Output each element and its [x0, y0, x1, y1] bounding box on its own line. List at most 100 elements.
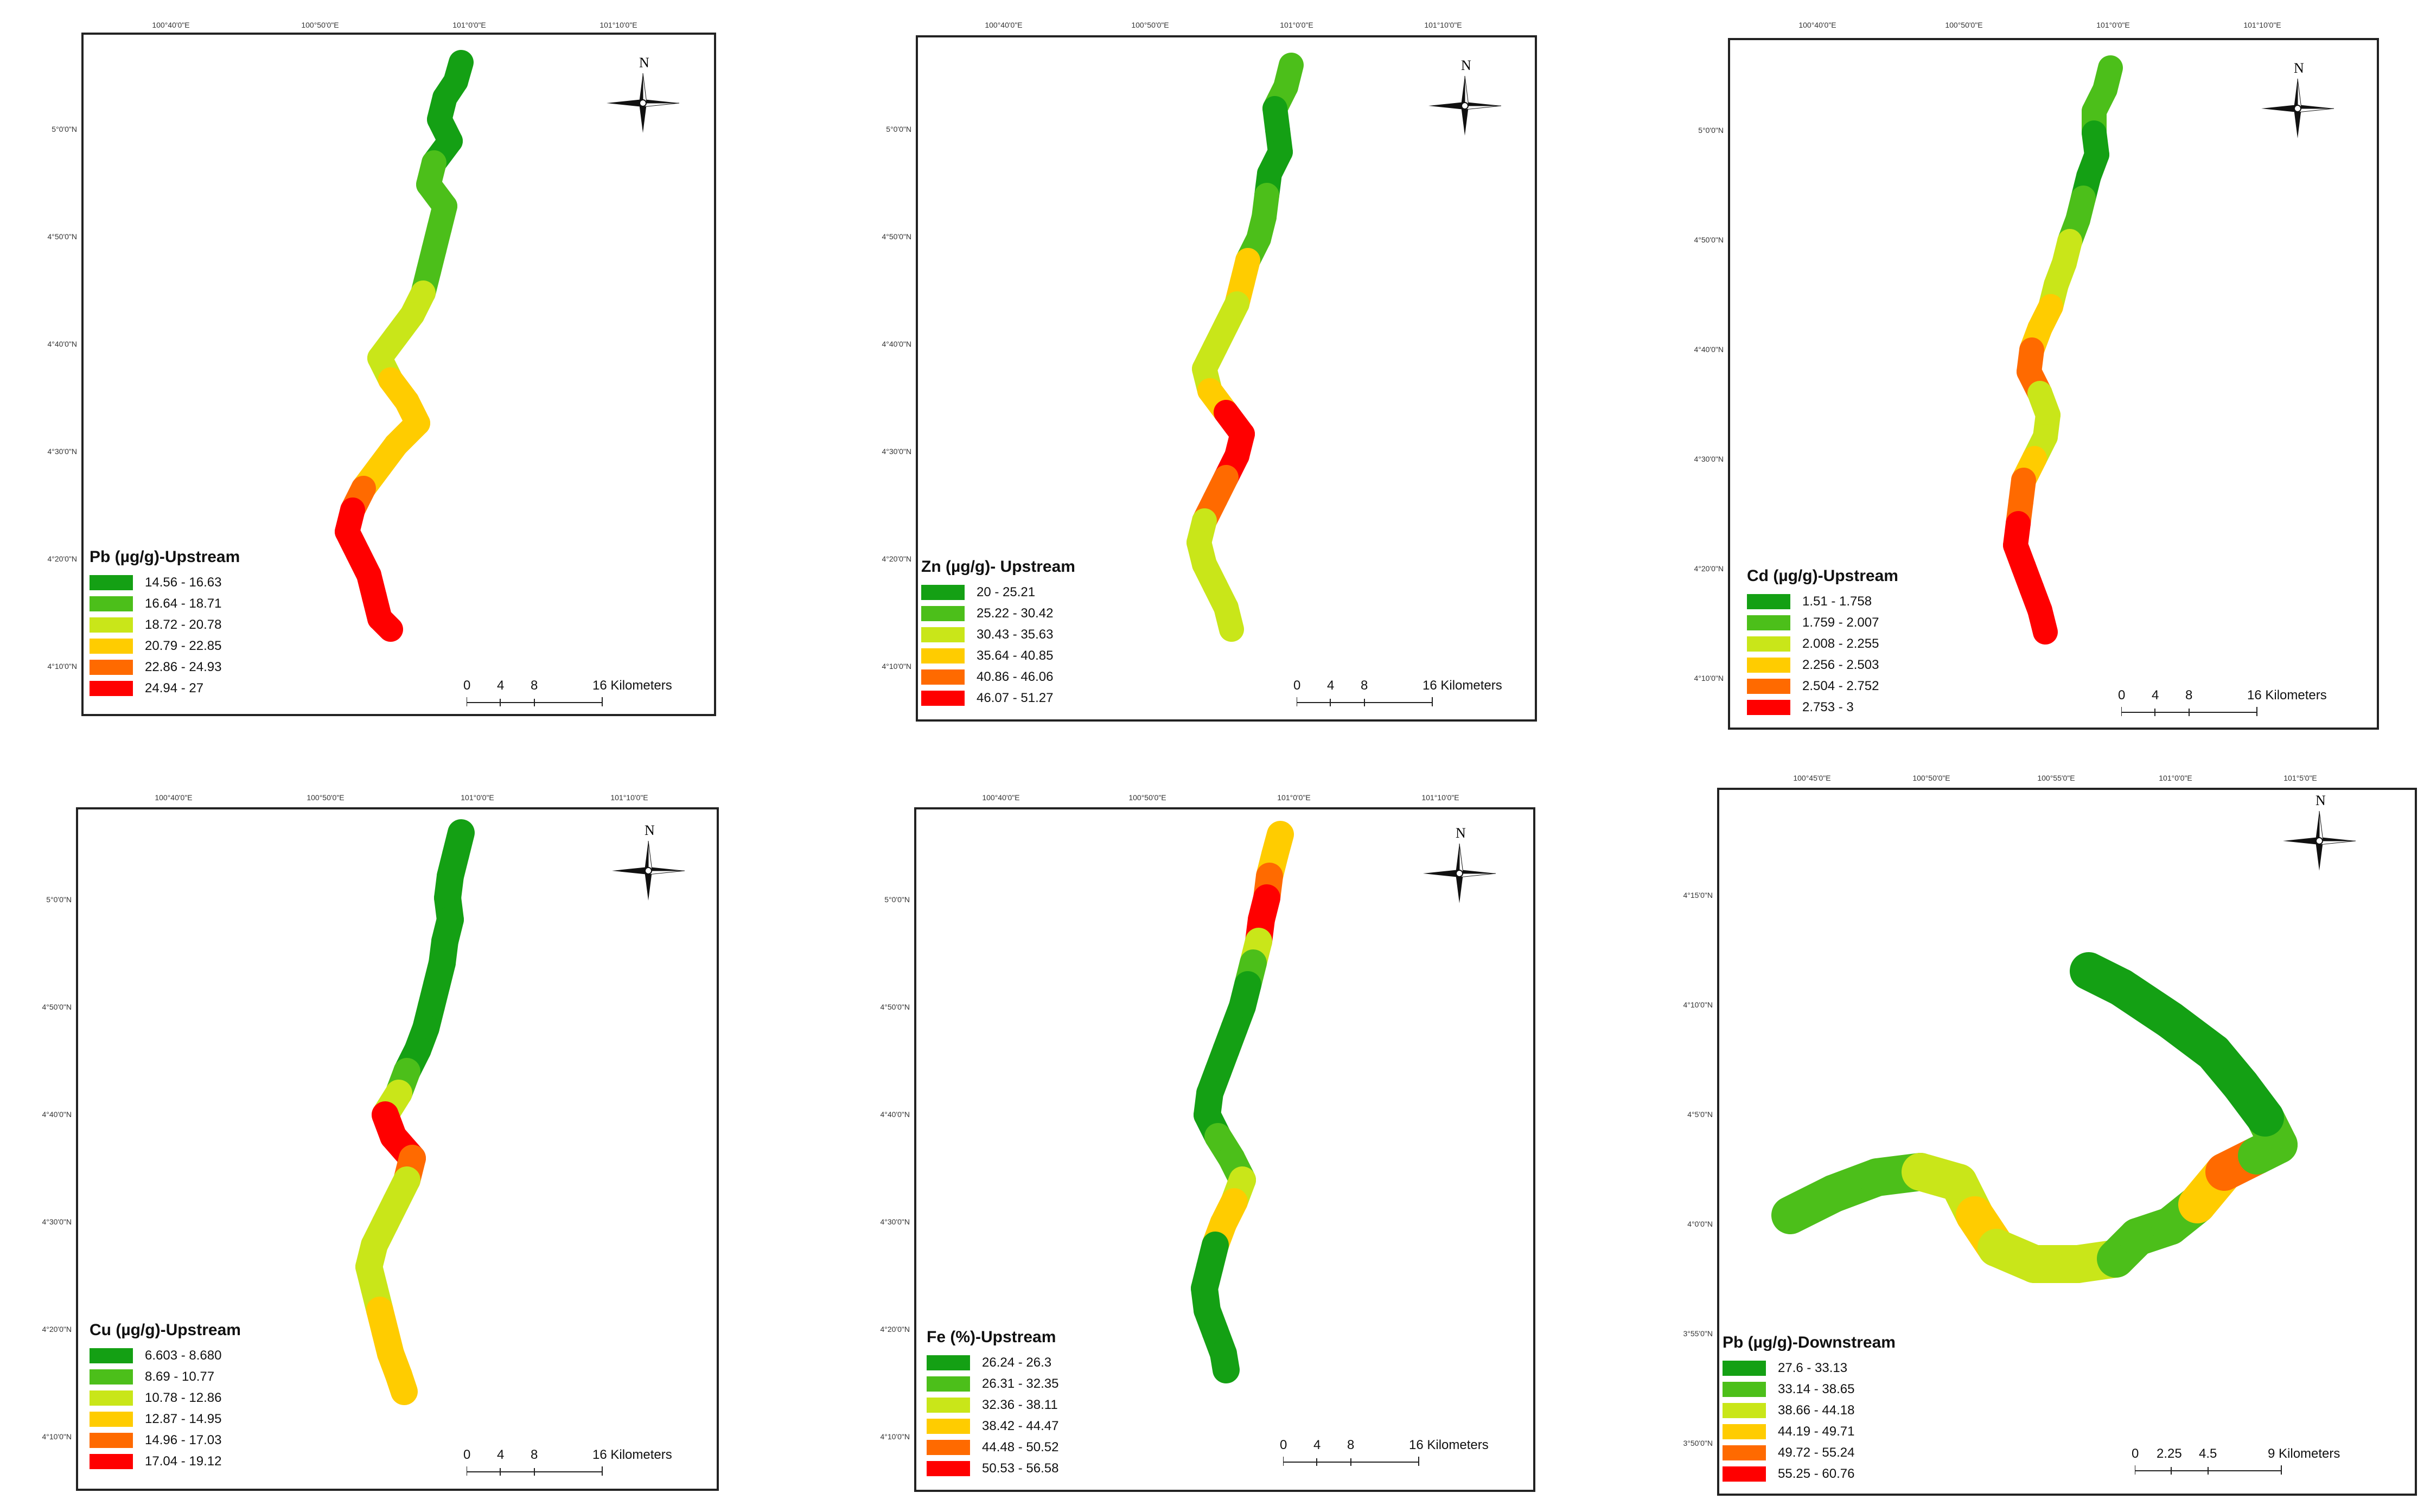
scale-label: 0	[2118, 688, 2126, 703]
lat-tick-label: 4°10'0"N	[882, 662, 912, 671]
scale-label: 16 Kilometers	[592, 678, 672, 693]
river-map	[1187, 53, 1304, 642]
lat-tick-label: 5°0'0"N	[52, 125, 77, 133]
legend-title: Pb (µg/g)-Downstream	[1723, 1334, 1896, 1351]
lat-tick-label: 4°30'0"N	[1694, 455, 1724, 463]
legend-title: Pb (µg/g)-Upstream	[90, 548, 240, 566]
legend-label: 44.48 - 50.52	[982, 1439, 1059, 1454]
legend-item: 20.79 - 22.85	[90, 635, 240, 656]
scale-label: 0	[463, 678, 471, 693]
legend-item: 6.603 - 8.680	[90, 1345, 241, 1366]
legend-item: 30.43 - 35.63	[921, 624, 1075, 645]
lon-tick-label: 101°0'0"E	[1277, 793, 1311, 802]
river-segment-class4	[385, 1362, 418, 1405]
lat-tick-label: 4°10'0"N	[42, 1432, 72, 1441]
legend-swatch	[921, 605, 965, 621]
lon-tick-label: 100°40'0"E	[1798, 21, 1836, 29]
legend-label: 26.24 - 26.3	[982, 1355, 1052, 1370]
north-label: N	[645, 822, 655, 838]
legend-swatch	[1747, 657, 1790, 673]
lat-tick-label: 4°20'0"N	[47, 554, 78, 563]
legend-label: 35.64 - 40.85	[977, 648, 1054, 663]
legend-label: 20 - 25.21	[977, 584, 1036, 599]
legend-swatch	[921, 669, 965, 685]
river-map	[335, 50, 474, 642]
legend-swatch	[921, 690, 965, 706]
legend-item: 17.04 - 19.12	[90, 1451, 241, 1472]
map-panel-cd-upstream: 100°40'0"E 100°50'0"E 101°0'0"E 101°10'0…	[1628, 0, 2424, 749]
north-arrow-icon: N	[2257, 60, 2338, 149]
legend-label: 8.69 - 10.77	[145, 1369, 215, 1384]
legend-label: 2.504 - 2.752	[1802, 678, 1879, 693]
lat-tick-label: 4°50'0"N	[42, 1003, 72, 1011]
lon-tick-label: 101°10'0"E	[1421, 793, 1459, 802]
lon-tick-label: 100°40'0"E	[982, 793, 1020, 802]
legend: Zn (µg/g)- Upstream 20 - 25.21 25.22 - 3…	[921, 558, 1075, 709]
north-label: N	[2315, 793, 2326, 808]
legend-swatch	[1747, 636, 1790, 652]
lat-tick-label: 5°0'0"N	[886, 125, 911, 133]
legend-label: 26.31 - 32.35	[982, 1376, 1059, 1391]
map-panel-pb-upstream: 100°40'0"E 100°50'0"E 101°0'0"E 101°10'0…	[0, 0, 814, 749]
lat-tick-label: 4°15'0"N	[1683, 891, 1713, 899]
lat-tick-label: 4°50'0"N	[47, 232, 78, 241]
lon-tick-label: 100°50'0"E	[307, 793, 345, 802]
north-label: N	[639, 55, 649, 71]
lon-tick-label: 101°0'0"E	[2096, 21, 2130, 29]
scale-label: 16 Kilometers	[592, 1447, 672, 1462]
legend-swatch	[921, 648, 965, 664]
lat-tick-label: 4°20'0"N	[880, 1325, 910, 1334]
scale-bar: 0 2.25 4.5 9 Kilometers	[2132, 1446, 2340, 1479]
legend-label: 2.753 - 3	[1802, 699, 1854, 714]
lon-tick-label: 100°40'0"E	[155, 793, 193, 802]
river-map	[2003, 55, 2123, 645]
legend-item: 18.72 - 20.78	[90, 614, 240, 635]
lon-tick-label: 100°55'0"E	[2037, 774, 2075, 782]
lon-tick-label: 100°45'0"E	[1793, 774, 1831, 782]
legend-swatch	[1747, 678, 1790, 694]
legend-item: 33.14 - 38.65	[1723, 1379, 1896, 1400]
scale-label: 4	[1327, 678, 1335, 693]
scale-label: 4	[2152, 688, 2159, 703]
north-label: N	[1461, 58, 1471, 73]
river-map	[355, 819, 475, 1405]
legend: Pb (µg/g)-Downstream 27.6 - 33.13 33.14 …	[1723, 1334, 1896, 1484]
scale-bar: 0 4 8 16 Kilometers	[463, 1447, 672, 1480]
north-arrow-icon: N	[2279, 793, 2360, 882]
lat-tick-label: 4°10'0"N	[47, 662, 78, 671]
legend-label: 1.759 - 2.007	[1802, 615, 1879, 630]
scale-label: 4	[497, 1447, 505, 1462]
lon-tick-label: 101°0'0"E	[1280, 21, 1313, 29]
legend: Cd (µg/g)-Upstream 1.51 - 1.758 1.759 - …	[1747, 567, 1898, 718]
legend-swatch	[90, 680, 133, 696]
scale-label: 16 Kilometers	[1422, 678, 1502, 693]
legend-item: 2.504 - 2.752	[1747, 675, 1898, 697]
lat-tick-label: 4°40'0"N	[47, 340, 78, 348]
scale-bar: 0 4 8 16 Kilometers	[463, 678, 672, 711]
legend-item: 14.56 - 16.63	[90, 572, 240, 593]
legend: Fe (%)-Upstream 26.24 - 26.3 26.31 - 32.…	[927, 1328, 1058, 1479]
legend-item: 1.51 - 1.758	[1747, 591, 1898, 612]
legend-label: 2.008 - 2.255	[1802, 636, 1879, 651]
legend-swatch	[90, 659, 133, 675]
lon-tick-label: 100°50'0"E	[301, 21, 339, 29]
lat-tick-label: 4°30'0"N	[47, 447, 78, 456]
north-arrow-icon: N	[1419, 825, 1500, 914]
scale-label: 8	[531, 1447, 538, 1462]
scale-label: 0	[2132, 1446, 2139, 1461]
legend-label: 2.256 - 2.503	[1802, 657, 1879, 672]
lat-tick-label: 4°10'0"N	[1694, 674, 1724, 682]
legend-label: 18.72 - 20.78	[145, 617, 222, 632]
legend-label: 32.36 - 38.11	[982, 1397, 1058, 1412]
scale-label: 8	[531, 678, 538, 693]
legend-swatch	[1747, 615, 1790, 630]
map-panel-zn-upstream: 100°40'0"E 100°50'0"E 101°0'0"E 101°10'0…	[814, 0, 1628, 749]
scale-label: 4	[497, 678, 505, 693]
legend-item: 44.19 - 49.71	[1723, 1421, 1896, 1442]
scale-label: 2.25	[2157, 1446, 2182, 1461]
legend-label: 16.64 - 18.71	[145, 596, 222, 611]
legend-swatch	[1723, 1445, 1766, 1460]
lat-tick-label: 3°50'0"N	[1683, 1439, 1713, 1447]
legend-label: 38.42 - 44.47	[982, 1418, 1059, 1433]
legend-label: 49.72 - 55.24	[1778, 1445, 1855, 1460]
